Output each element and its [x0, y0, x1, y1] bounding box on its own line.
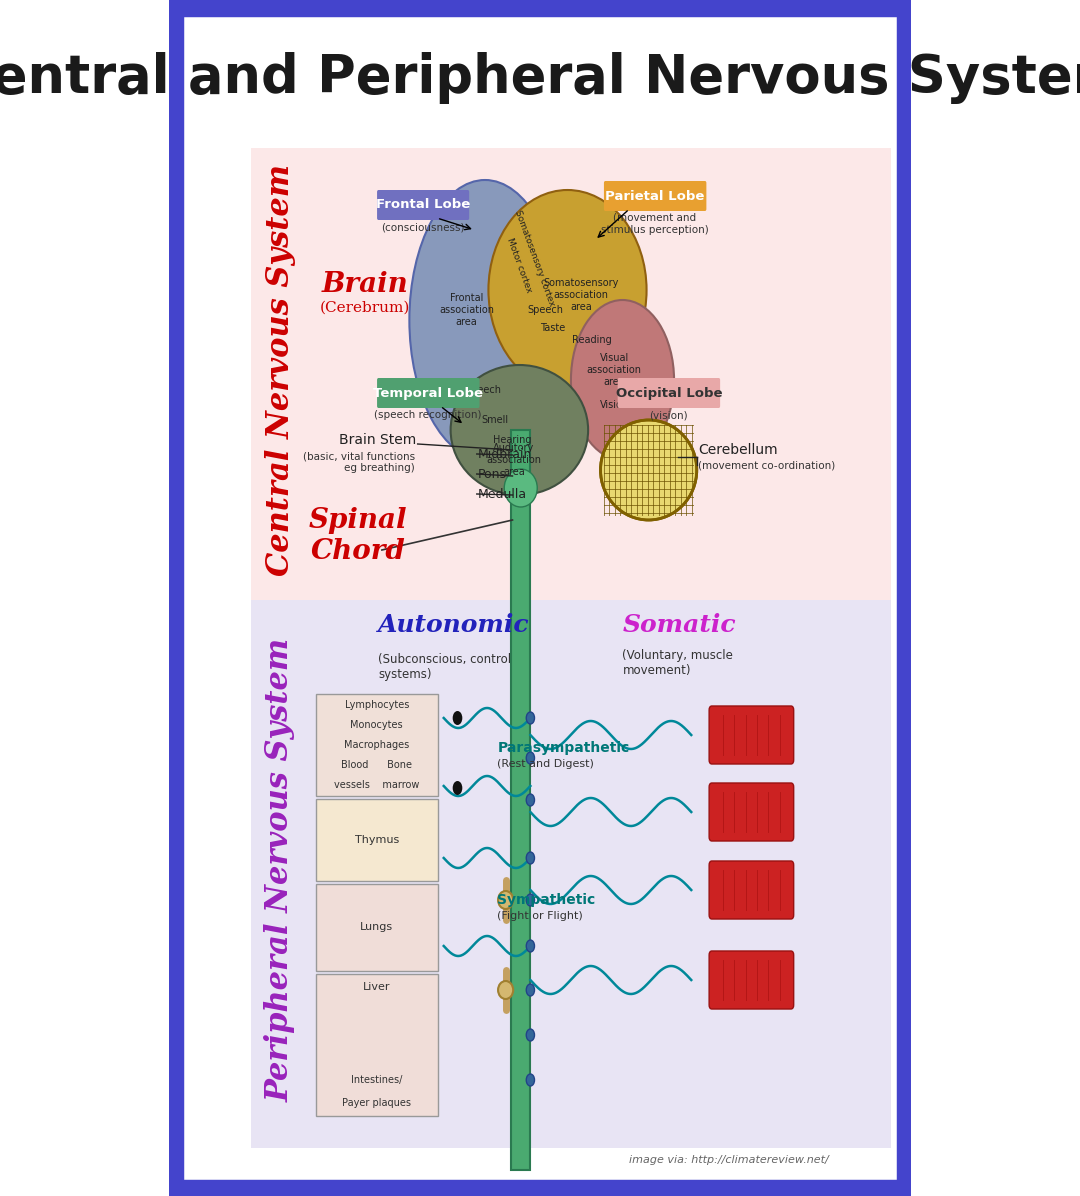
Ellipse shape — [498, 891, 513, 909]
Bar — [511, 431, 530, 1170]
FancyBboxPatch shape — [710, 783, 794, 841]
Text: (Voluntary, muscle
movement): (Voluntary, muscle movement) — [622, 649, 733, 677]
Text: Occipital Lobe: Occipital Lobe — [616, 386, 723, 399]
Text: Parietal Lobe: Parietal Lobe — [606, 189, 705, 202]
Text: Parasympathetic: Parasympathetic — [498, 742, 630, 755]
FancyBboxPatch shape — [710, 951, 794, 1009]
Circle shape — [526, 794, 535, 806]
Text: Cerebellum: Cerebellum — [698, 443, 778, 457]
Text: Frontal Lobe: Frontal Lobe — [376, 199, 470, 212]
Text: Somatic: Somatic — [622, 614, 737, 637]
Circle shape — [453, 781, 462, 795]
FancyBboxPatch shape — [604, 181, 706, 210]
Text: Hearing: Hearing — [494, 435, 531, 445]
Text: Pons: Pons — [478, 468, 508, 481]
Ellipse shape — [488, 190, 647, 390]
Text: Intestines/: Intestines/ — [351, 1075, 403, 1085]
Text: Motor cortex: Motor cortex — [505, 237, 534, 294]
Text: vessels    marrow: vessels marrow — [334, 780, 419, 791]
Text: Lymphocytes: Lymphocytes — [345, 700, 409, 710]
FancyBboxPatch shape — [618, 378, 720, 408]
FancyBboxPatch shape — [377, 190, 469, 220]
FancyBboxPatch shape — [377, 378, 480, 408]
Text: image via: http://climatereview.net/: image via: http://climatereview.net/ — [629, 1155, 828, 1165]
Text: Temporal Lobe: Temporal Lobe — [374, 386, 483, 399]
Text: Brain: Brain — [322, 271, 408, 299]
Text: (basic, vital functions
eg breathing): (basic, vital functions eg breathing) — [302, 451, 415, 472]
Text: Liver: Liver — [363, 982, 391, 991]
Text: Frontal
association
area: Frontal association area — [438, 293, 494, 327]
Text: Central Nervous System: Central Nervous System — [265, 164, 296, 576]
Text: Auditory
association
area: Auditory association area — [486, 444, 541, 476]
Text: Thymus: Thymus — [354, 835, 399, 846]
Circle shape — [526, 984, 535, 996]
Text: (movement and
stimulus perception): (movement and stimulus perception) — [600, 213, 708, 234]
Ellipse shape — [504, 469, 537, 507]
Circle shape — [526, 752, 535, 764]
Ellipse shape — [571, 300, 674, 460]
Text: (consciousness): (consciousness) — [381, 222, 464, 232]
FancyBboxPatch shape — [710, 706, 794, 764]
Text: Midbrain: Midbrain — [478, 447, 532, 460]
Circle shape — [526, 852, 535, 864]
Text: Spinal
Chord: Spinal Chord — [309, 507, 407, 565]
Text: Monocytes: Monocytes — [350, 720, 403, 730]
Circle shape — [526, 1074, 535, 1086]
Circle shape — [526, 893, 535, 907]
Text: Vision: Vision — [599, 399, 629, 410]
FancyBboxPatch shape — [315, 974, 437, 1116]
Circle shape — [453, 710, 462, 725]
Text: Blood      Bone: Blood Bone — [341, 759, 413, 770]
Text: Somatosensory
association
area: Somatosensory association area — [543, 279, 619, 312]
Ellipse shape — [600, 420, 697, 520]
Text: Smell: Smell — [482, 415, 509, 425]
Text: Speech: Speech — [527, 305, 564, 315]
Text: Medulla: Medulla — [478, 488, 527, 500]
Ellipse shape — [498, 981, 513, 999]
Text: Macrophages: Macrophages — [345, 740, 409, 750]
Text: Reading: Reading — [571, 335, 611, 344]
FancyBboxPatch shape — [315, 884, 437, 971]
Text: Central and Peripheral Nervous System: Central and Peripheral Nervous System — [0, 51, 1080, 104]
Text: Sympathetic: Sympathetic — [498, 893, 596, 907]
Circle shape — [526, 1029, 535, 1041]
Text: Payer plaques: Payer plaques — [342, 1098, 411, 1109]
Text: Autonomic: Autonomic — [378, 614, 530, 637]
Text: Taste: Taste — [540, 323, 565, 332]
Text: Lungs: Lungs — [360, 922, 393, 933]
Circle shape — [526, 940, 535, 952]
Text: Visual
association
area: Visual association area — [586, 353, 642, 386]
FancyBboxPatch shape — [315, 799, 437, 881]
Ellipse shape — [409, 181, 561, 460]
Text: Speech: Speech — [465, 385, 501, 395]
Ellipse shape — [450, 365, 589, 495]
Text: (speech recognition): (speech recognition) — [374, 410, 482, 420]
Text: (Rest and Digest): (Rest and Digest) — [498, 759, 594, 769]
Text: Brain Stem: Brain Stem — [339, 433, 416, 447]
Text: (Subconscious, control
systems): (Subconscious, control systems) — [378, 653, 512, 681]
Text: (vision): (vision) — [649, 410, 688, 420]
Circle shape — [526, 712, 535, 724]
Text: (Fight or Flight): (Fight or Flight) — [498, 911, 583, 921]
FancyBboxPatch shape — [315, 694, 437, 797]
Text: (movement co-ordination): (movement co-ordination) — [698, 460, 835, 471]
Text: Peripheral Nervous System: Peripheral Nervous System — [265, 637, 296, 1102]
Text: (Cerebrum): (Cerebrum) — [320, 301, 410, 315]
Text: Somatosensory cortex: Somatosensory cortex — [513, 209, 556, 307]
Bar — [252, 148, 891, 600]
FancyBboxPatch shape — [710, 861, 794, 919]
Bar — [252, 600, 891, 1148]
